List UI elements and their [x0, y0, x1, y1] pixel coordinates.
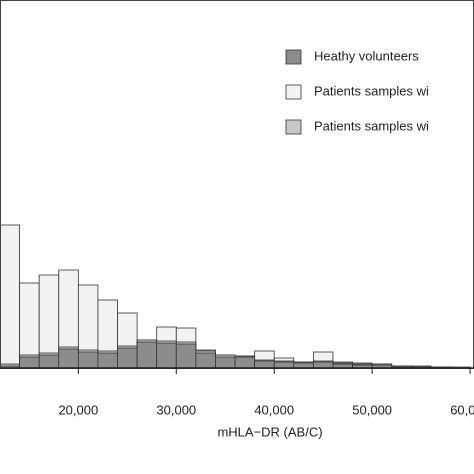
bar [77, 351, 99, 369]
x-tick-label: 50,000 [352, 402, 392, 417]
x-tick-label: 60,000 [450, 402, 474, 417]
x-axis-label: mHLA−DR (AB/C) [217, 424, 322, 439]
bar [234, 356, 256, 369]
bar [97, 352, 118, 369]
bar [58, 348, 79, 369]
legend-swatch [285, 84, 302, 100]
legend-label: Patients samples wi [314, 118, 429, 133]
bar [215, 356, 236, 369]
bar [19, 356, 40, 369]
bar [175, 343, 197, 369]
bar [136, 341, 158, 369]
bar [117, 347, 138, 369]
bar [312, 361, 334, 369]
legend-label: Patients samples wi [314, 83, 429, 98]
legend-label: Heathy volunteers [314, 48, 419, 63]
legend-swatch [285, 119, 302, 135]
bar [0, 224, 20, 369]
bar [156, 342, 177, 369]
bar [254, 360, 275, 369]
bar [273, 361, 295, 369]
x-tick-label: 40,000 [254, 402, 294, 417]
bar [195, 352, 216, 369]
bar [38, 354, 60, 369]
x-tick-label: 30,000 [156, 402, 196, 417]
x-tick-label: 20,000 [58, 402, 98, 417]
legend-swatch [285, 49, 302, 65]
